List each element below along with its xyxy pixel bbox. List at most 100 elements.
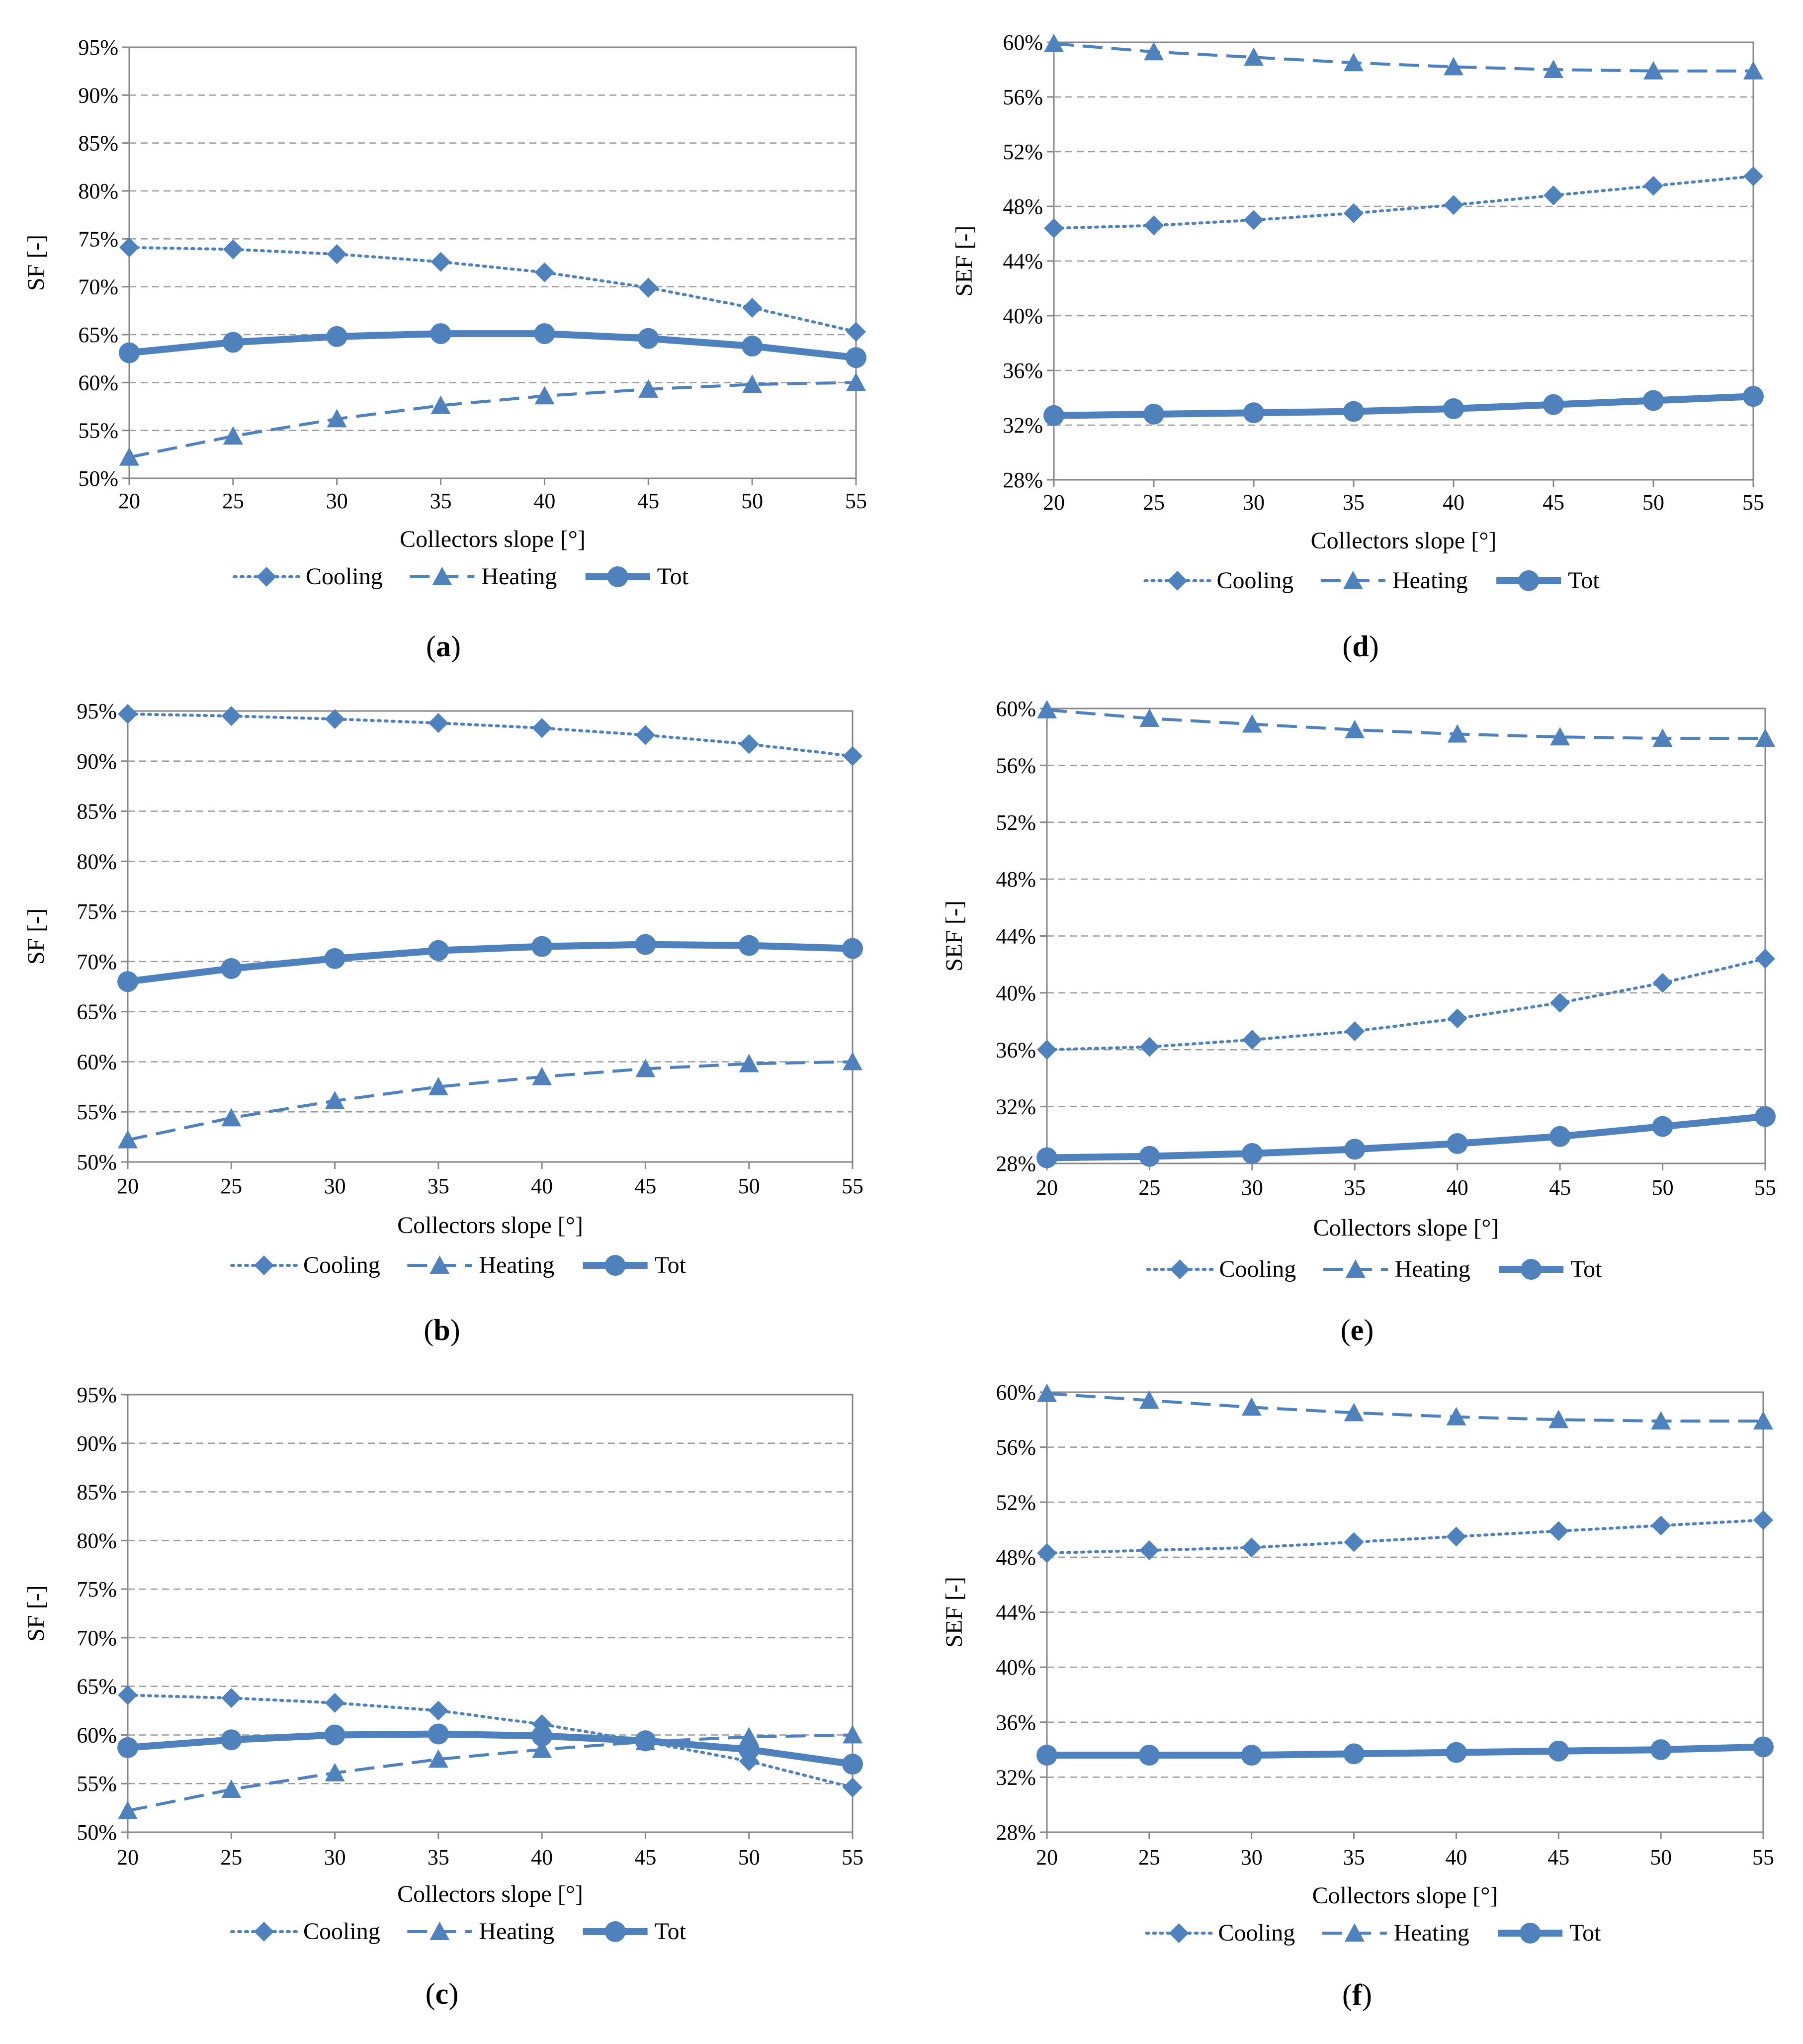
y-tick-label: 56%: [1003, 85, 1043, 109]
data-point-cooling: [223, 239, 243, 260]
x-tick-label: 30: [1243, 490, 1265, 515]
data-point-tot: [1043, 405, 1064, 426]
x-tick-label: 40: [1443, 490, 1464, 515]
x-tick-label: 30: [326, 489, 348, 513]
y-tick-label: 28%: [996, 1152, 1036, 1176]
y-tick-label: 44%: [996, 924, 1036, 949]
y-tick-label: 55%: [78, 419, 118, 443]
data-point-heating: [1444, 57, 1463, 76]
y-tick-label: 85%: [77, 800, 117, 824]
legend-marker-heating: [429, 1255, 450, 1274]
x-tick-label: 55: [842, 1845, 863, 1869]
data-point-tot: [1243, 402, 1264, 424]
series-line-cooling: [128, 246, 858, 334]
data-point-cooling: [843, 1777, 862, 1798]
legend-label-heating: Heating: [1394, 1920, 1469, 1946]
series-line-tot: [127, 941, 853, 985]
data-point-cooling: [1144, 215, 1164, 236]
x-tick-label: 30: [324, 1845, 346, 1869]
legend-marker-tot: [604, 1255, 626, 1276]
y-tick-label: 48%: [996, 1545, 1036, 1570]
y-tick-label: 65%: [77, 1000, 117, 1024]
y-tick-label: 48%: [996, 867, 1036, 891]
data-point-heating: [742, 374, 763, 393]
data-point-tot: [1241, 1143, 1263, 1164]
data-point-tot: [534, 323, 555, 345]
x-tick-label: 25: [1138, 1175, 1160, 1200]
data-point-cooling: [221, 1688, 242, 1708]
x-tick-label: 35: [430, 489, 452, 513]
data-point-cooling: [1550, 992, 1570, 1013]
x-tick-label: 55: [1742, 490, 1764, 515]
x-tick-label: 55: [1754, 1175, 1776, 1200]
x-tick-label: 55: [842, 1174, 863, 1198]
x-tick-label: 30: [324, 1174, 346, 1198]
series-line-cooling: [126, 1693, 854, 1789]
y-tick-label: 75%: [78, 227, 118, 251]
x-tick-label: 50: [1652, 1175, 1674, 1200]
series-line-tot: [1047, 1743, 1764, 1759]
legend-marker-tot: [604, 1921, 626, 1942]
data-point-cooling: [635, 725, 656, 745]
data-point-tot: [1652, 1116, 1673, 1137]
data-point-cooling: [1444, 195, 1463, 215]
data-point-cooling: [1344, 203, 1364, 223]
x-tick-label: 35: [1343, 1845, 1365, 1869]
legend-label-heating: Heating: [479, 1252, 554, 1278]
data-point-heating: [1548, 1410, 1569, 1428]
data-point-cooling: [843, 746, 862, 766]
legend-label-cooling: Cooling: [306, 563, 383, 590]
legend-marker-heating: [1344, 1923, 1365, 1942]
data-point-tot: [1138, 1745, 1160, 1766]
x-tick-label: 30: [1241, 1845, 1263, 1869]
data-point-heating: [1144, 42, 1164, 61]
x-axis-title: Collectors slope [°]: [1313, 1215, 1499, 1241]
data-point-cooling: [325, 1692, 345, 1713]
data-point-heating: [843, 1052, 862, 1070]
x-tick-label: 25: [1138, 1845, 1160, 1869]
data-point-cooling: [1139, 1540, 1159, 1561]
x-tick-label: 55: [845, 489, 867, 513]
data-point-tot: [221, 1729, 242, 1751]
y-tick-label: 50%: [77, 1820, 117, 1845]
data-point-tot: [842, 1754, 863, 1775]
x-tick-label: 50: [1642, 490, 1664, 515]
legend-marker-heating: [1345, 1259, 1366, 1278]
data-point-heating: [325, 1763, 345, 1781]
plot-area: [127, 1394, 854, 1833]
data-point-heating: [1139, 1390, 1159, 1409]
data-point-cooling: [1344, 1532, 1364, 1552]
data-point-heating: [635, 1059, 656, 1077]
x-tick-label: 45: [637, 489, 659, 513]
data-point-tot: [1743, 386, 1764, 407]
y-tick-label: 60%: [77, 1050, 117, 1074]
data-point-tot: [117, 1737, 138, 1758]
data-point-cooling: [118, 704, 138, 724]
legend-label-cooling: Cooling: [1217, 567, 1294, 594]
x-axis-title: Collectors slope [°]: [397, 1881, 583, 1907]
data-point-cooling: [1643, 176, 1663, 196]
panel-caption: (a): [426, 630, 461, 663]
data-point-tot: [1343, 1743, 1365, 1765]
x-tick-label: 45: [1549, 1175, 1571, 1200]
data-point-cooling: [1044, 218, 1064, 238]
y-tick-label: 55%: [77, 1772, 117, 1796]
data-point-cooling: [1651, 1515, 1671, 1536]
legend-marker-tot: [1518, 570, 1540, 591]
data-point-heating: [1651, 1411, 1671, 1430]
data-point-heating: [221, 1779, 242, 1798]
x-tick-label: 35: [1343, 490, 1365, 515]
data-point-tot: [430, 323, 451, 345]
chart-panel-a: 50% 55% 60% 65% 70% 75% 80% 85% 90% 95% 20 25 30 35 40…: [23, 35, 867, 663]
y-tick-label: 60%: [1003, 30, 1043, 55]
y-tick-label: 32%: [1003, 413, 1043, 438]
y-axis-title: SF [-]: [23, 1585, 49, 1641]
legend-marker-cooling: [1167, 571, 1188, 591]
legend-marker-tot: [1521, 1259, 1542, 1280]
data-point-cooling: [1753, 1510, 1773, 1530]
data-point-cooling: [1755, 949, 1775, 969]
x-tick-label: 45: [634, 1174, 656, 1198]
data-point-tot: [1036, 1745, 1057, 1766]
legend-label-tot: Tot: [1570, 1256, 1602, 1282]
